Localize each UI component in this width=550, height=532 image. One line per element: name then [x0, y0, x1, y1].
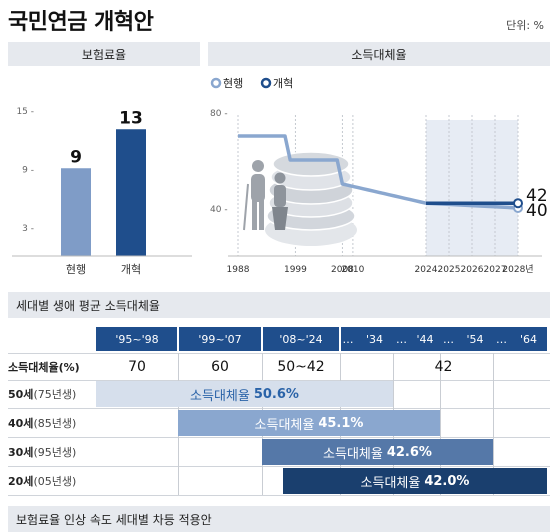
row-divider: [8, 380, 550, 381]
generation-label: 50세 (75년생): [8, 381, 76, 407]
generation-bar-value: 42.6%: [386, 444, 432, 460]
line-x-tick-label: 2008: [331, 265, 354, 275]
row-divider: [8, 495, 550, 496]
footer-section-header: 보험료율 인상 속도 세대별 차등 적용안: [8, 506, 550, 532]
line-x-tick-label: 1988: [227, 265, 250, 275]
generation-bar-0: 소득대체율 50.6%: [96, 381, 393, 407]
generation-bar-text: 소득대체율: [360, 475, 421, 491]
bar-value-label: 13: [119, 108, 143, 128]
coin: [272, 151, 350, 177]
rate-value: 50~42: [277, 359, 325, 375]
row-divider: [8, 353, 550, 354]
era-label: …: [393, 327, 410, 351]
generation-birth-year: (05년생): [33, 475, 77, 488]
generation-bar-value: 50.6%: [253, 386, 299, 402]
bar-value-label: 9: [70, 147, 82, 167]
generation-bar-1: 소득대체율 45.1%: [178, 410, 440, 436]
rate-value: 60: [211, 359, 229, 375]
generation-age: 50세: [8, 388, 34, 401]
era-label: …: [340, 327, 356, 351]
era-label: '44: [410, 327, 440, 351]
era-divider: [177, 327, 179, 351]
line-x-tick-label: 2028년: [502, 264, 533, 275]
row-divider: [8, 408, 550, 409]
era-label: '64: [510, 327, 547, 351]
series-end-label: 40: [526, 201, 548, 221]
generation-age: 40세: [8, 417, 34, 430]
line-x-tick-label: 2026: [461, 265, 484, 275]
generation-bar-text: 소득대체율: [323, 446, 383, 462]
generation-label: 30세 (95년생): [8, 439, 76, 465]
bar-category-label: 현행: [66, 263, 86, 276]
row-divider: [8, 437, 550, 438]
bar-tick-label: 3 -: [22, 224, 34, 234]
generation-label: 40세 (85년생): [8, 410, 76, 436]
elderly-couple-icon: [243, 160, 288, 231]
legend-marker: [210, 77, 222, 89]
generation-birth-year: (85년생): [33, 417, 77, 430]
replacement-panel-header: 소득대체율: [208, 42, 550, 66]
bar-1: [116, 129, 146, 256]
series-end-label: 42: [526, 186, 548, 206]
generation-label: 20세 (05년생): [8, 468, 76, 494]
bar-category-label: 개혁: [121, 263, 141, 276]
generation-birth-year: (75년생): [33, 388, 77, 401]
generation-bar-value: 42.0%: [424, 473, 470, 489]
generation-birth-year: (95년생): [33, 446, 77, 459]
row-divider: [8, 466, 550, 467]
rate-value: 70: [128, 359, 146, 375]
line-x-tick-label: 2027: [484, 265, 507, 275]
era-label: '95~'98: [96, 327, 178, 351]
legend-label: 현행: [223, 77, 243, 90]
pension-illustration: [243, 151, 357, 246]
era-label: '54: [457, 327, 493, 351]
generation-bar-value: 45.1%: [318, 415, 364, 431]
era-label: '99~'07: [178, 327, 262, 351]
rate-value: 42: [434, 359, 453, 375]
line-x-tick-label: 2010: [341, 265, 364, 275]
legend-marker: [260, 77, 272, 89]
era-divider: [339, 327, 341, 351]
page-title: 국민연금 개혁안: [8, 10, 154, 35]
premium-panel-header: 보험료율: [8, 42, 200, 66]
generation-age: 20세: [8, 475, 34, 488]
line-x-tick-label: 2025: [438, 265, 461, 275]
rate-row-label: 소득대체율(%): [8, 361, 80, 374]
bar-y-axis: 3 - 9 - 15 -: [16, 107, 34, 234]
generation-section-header: 세대별 생애 평균 소득대체율: [8, 292, 550, 318]
unit-label: 단위: %: [506, 19, 544, 32]
bar-tick-label: 15 -: [16, 107, 34, 117]
premium-bar-chart: 3 - 9 - 15 - 9 현행 13 개혁: [12, 107, 192, 276]
line-x-tick-label: 2024: [415, 265, 438, 275]
line-tick-label: 40 -: [210, 205, 228, 215]
era-label: …: [493, 327, 510, 351]
generation-bar-3: 소득대체율 42.0%: [283, 468, 547, 494]
era-label: '08~'24: [262, 327, 340, 351]
line-tick-label: 80 -: [210, 109, 228, 119]
bar-0: [61, 168, 91, 256]
era-label: '34: [356, 327, 393, 351]
column-divider: [440, 353, 441, 495]
generation-age: 30세: [8, 446, 34, 459]
column-divider: [493, 353, 494, 495]
line-legend: 현행 개혁: [210, 77, 293, 90]
generation-bar-text: 소득대체율: [190, 388, 250, 404]
generation-bar-2: 소득대체율 42.6%: [262, 439, 493, 465]
legend-label: 개혁: [273, 77, 293, 90]
series-end-marker: [513, 198, 523, 209]
generation-bar-text: 소득대체율: [254, 417, 315, 433]
era-divider: [261, 327, 263, 351]
bar-marks: 9 현행 13 개혁: [61, 108, 146, 276]
line-x-tick-label: 1999: [284, 265, 307, 275]
era-label: …: [440, 327, 457, 351]
bar-tick-label: 9 -: [22, 165, 34, 175]
